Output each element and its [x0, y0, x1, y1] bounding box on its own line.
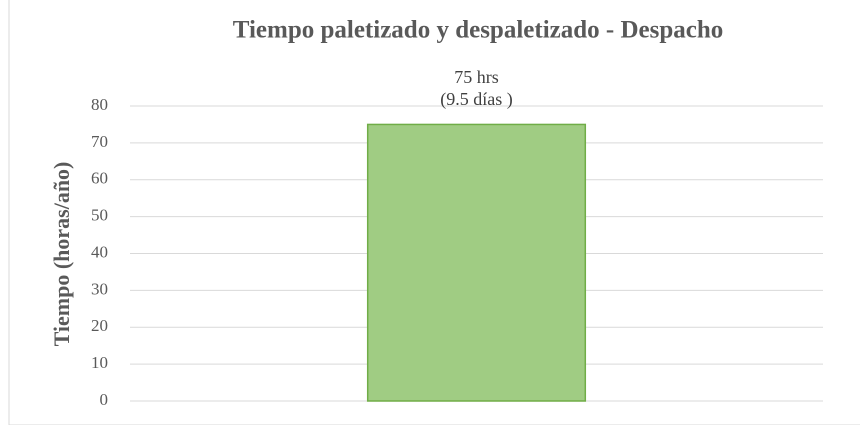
y-tick-label: 0	[100, 390, 109, 409]
y-tick-label: 60	[91, 169, 108, 188]
data-label: 75 hrs (9.5 días )	[440, 67, 513, 110]
chart-title: Tiempo paletizado y despaletizado - Desp…	[233, 17, 724, 44]
y-tick-label: 20	[91, 316, 108, 335]
y-axis-label: Tiempo (horas/año)	[49, 162, 74, 347]
chart-border	[8, 0, 860, 425]
bar	[366, 123, 587, 402]
y-tick-label: 40	[91, 242, 108, 261]
y-tick-label: 30	[91, 279, 108, 298]
y-tick-label: 80	[91, 95, 108, 114]
y-tick-label: 70	[91, 132, 108, 151]
y-tick-label: 50	[91, 206, 108, 225]
y-tick-label: 10	[91, 353, 108, 372]
